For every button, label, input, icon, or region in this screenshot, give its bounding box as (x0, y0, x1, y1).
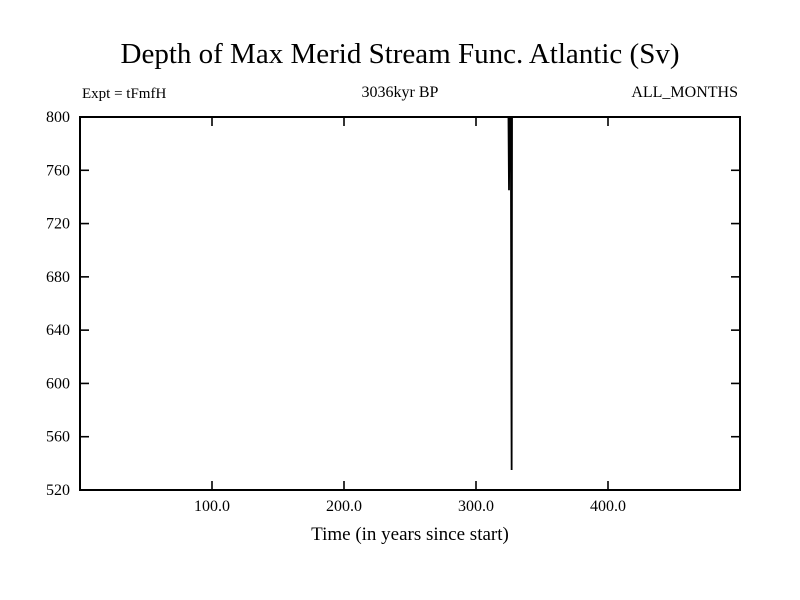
plot-frame (79, 116, 741, 491)
tick-label: 600 (46, 375, 70, 392)
x-axis-label: Time (in years since start) (311, 524, 509, 545)
tick-label: 680 (46, 269, 70, 286)
tick-label: 520 (46, 482, 70, 499)
chart-title: Depth of Max Merid Stream Func. Atlantic… (120, 38, 680, 70)
tick-label: 200.0 (326, 498, 362, 515)
tick-label: 800 (46, 109, 70, 126)
tick-label: 560 (46, 429, 70, 446)
tick-label: 400.0 (590, 498, 626, 515)
months-label: ALL_MONTHS (631, 84, 738, 101)
tick-label: 720 (46, 216, 70, 233)
tick-label: 640 (46, 322, 70, 339)
time-bp-label: 3036kyr BP (361, 84, 439, 101)
data-series-depth-of-max-streamfunction (80, 116, 740, 471)
tick-label: 300.0 (458, 498, 494, 515)
tick-label: 760 (46, 162, 70, 179)
experiment-label: Expt = tFmfH (82, 86, 167, 102)
tick-label: 100.0 (194, 498, 230, 515)
